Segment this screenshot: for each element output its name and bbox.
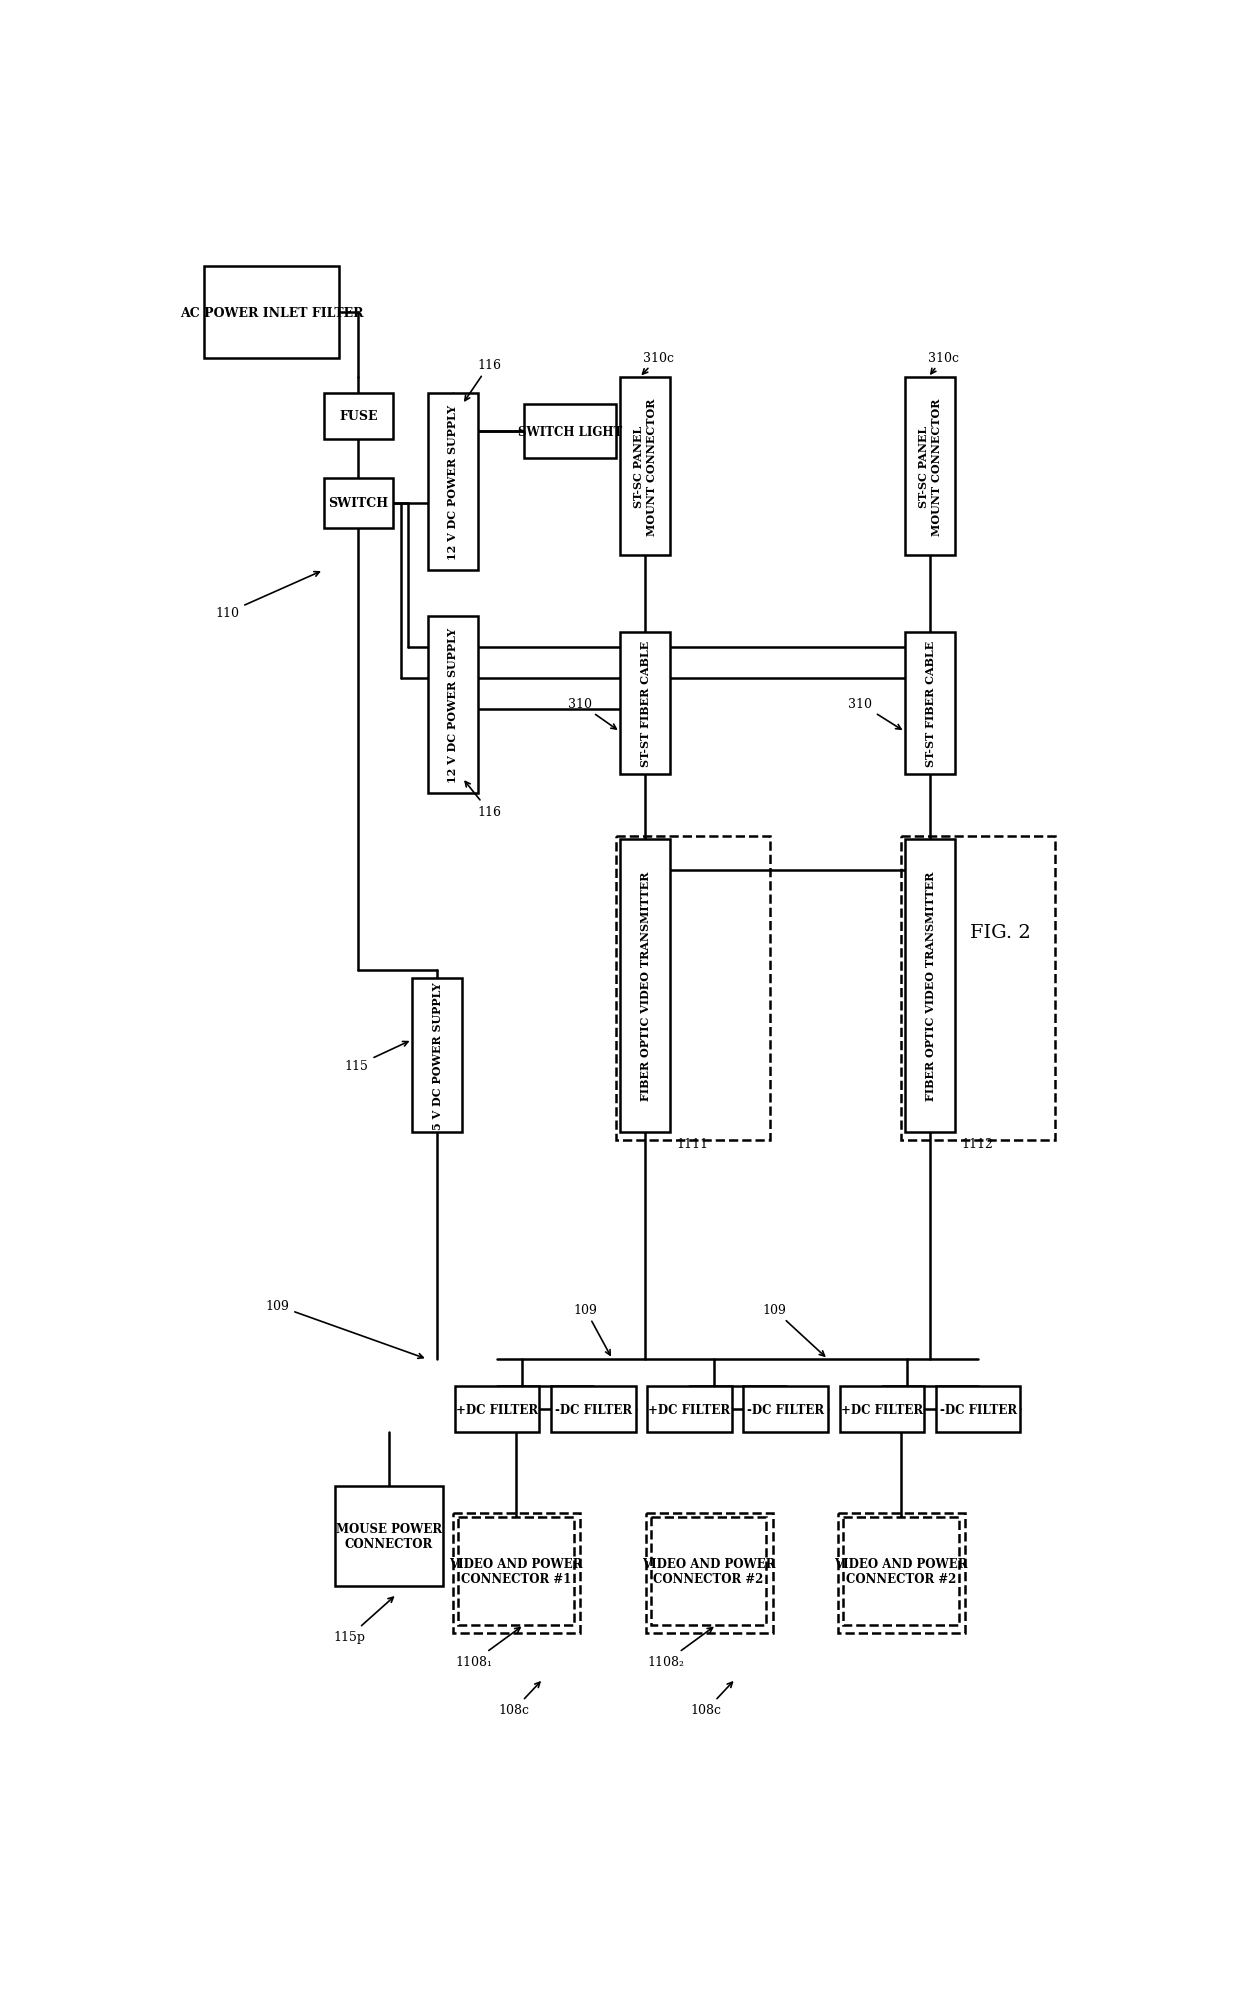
FancyBboxPatch shape — [335, 1487, 443, 1586]
FancyBboxPatch shape — [905, 631, 955, 775]
FancyBboxPatch shape — [838, 1512, 965, 1632]
FancyBboxPatch shape — [412, 979, 463, 1133]
Text: FIBER OPTIC VIDEO TRANSMITTER: FIBER OPTIC VIDEO TRANSMITTER — [925, 871, 935, 1101]
Text: 110: 110 — [216, 571, 320, 619]
Text: 5 V DC POWER SUPPLY: 5 V DC POWER SUPPLY — [432, 981, 443, 1129]
Text: ST-ST FIBER CABLE: ST-ST FIBER CABLE — [925, 641, 935, 767]
Text: VIDEO AND POWER
CONNECTOR #2: VIDEO AND POWER CONNECTOR #2 — [835, 1556, 968, 1584]
Text: 310: 310 — [568, 697, 616, 729]
Text: 310c: 310c — [642, 352, 675, 376]
FancyBboxPatch shape — [905, 839, 955, 1133]
Text: 12 V DC POWER SUPPLY: 12 V DC POWER SUPPLY — [448, 627, 458, 783]
FancyBboxPatch shape — [620, 839, 670, 1133]
FancyBboxPatch shape — [428, 394, 477, 571]
Text: MOUSE POWER
CONNECTOR: MOUSE POWER CONNECTOR — [336, 1522, 443, 1550]
FancyBboxPatch shape — [620, 378, 670, 555]
FancyBboxPatch shape — [743, 1387, 828, 1433]
FancyBboxPatch shape — [616, 837, 770, 1141]
Text: 1111: 1111 — [676, 1137, 708, 1151]
Text: 1112: 1112 — [961, 1137, 993, 1151]
Text: 310: 310 — [848, 697, 901, 729]
FancyBboxPatch shape — [646, 1512, 773, 1632]
Text: +DC FILTER: +DC FILTER — [456, 1403, 538, 1417]
Text: FIBER OPTIC VIDEO TRANSMITTER: FIBER OPTIC VIDEO TRANSMITTER — [640, 871, 651, 1101]
FancyBboxPatch shape — [651, 1516, 766, 1624]
Text: FUSE: FUSE — [339, 410, 377, 424]
FancyBboxPatch shape — [205, 266, 339, 360]
Text: 108c: 108c — [691, 1682, 733, 1716]
Text: +DC FILTER: +DC FILTER — [649, 1403, 730, 1417]
Text: FIG. 2: FIG. 2 — [971, 923, 1032, 941]
Text: 115p: 115p — [334, 1596, 393, 1644]
Text: 1108₁: 1108₁ — [455, 1628, 520, 1668]
Text: -DC FILTER: -DC FILTER — [554, 1403, 631, 1417]
Text: AC POWER INLET FILTER: AC POWER INLET FILTER — [180, 306, 363, 320]
Text: VIDEO AND POWER
CONNECTOR #1: VIDEO AND POWER CONNECTOR #1 — [449, 1556, 583, 1584]
Text: 109: 109 — [574, 1303, 610, 1355]
FancyBboxPatch shape — [523, 406, 616, 460]
FancyBboxPatch shape — [324, 394, 393, 440]
Text: ST-ST FIBER CABLE: ST-ST FIBER CABLE — [640, 641, 651, 767]
FancyBboxPatch shape — [839, 1387, 924, 1433]
Text: SWITCH LIGHT: SWITCH LIGHT — [518, 426, 622, 440]
Text: SWITCH: SWITCH — [329, 498, 388, 509]
Text: 310c: 310c — [928, 352, 959, 374]
FancyBboxPatch shape — [936, 1387, 1021, 1433]
FancyBboxPatch shape — [455, 1387, 539, 1433]
Text: 115: 115 — [345, 1041, 408, 1073]
Text: 1108₂: 1108₂ — [647, 1628, 713, 1668]
FancyBboxPatch shape — [905, 378, 955, 555]
Text: -DC FILTER: -DC FILTER — [940, 1403, 1017, 1417]
Text: -DC FILTER: -DC FILTER — [746, 1403, 825, 1417]
Text: 108c: 108c — [498, 1682, 539, 1716]
Text: VIDEO AND POWER
CONNECTOR #2: VIDEO AND POWER CONNECTOR #2 — [642, 1556, 775, 1584]
Text: 109: 109 — [265, 1299, 423, 1359]
FancyBboxPatch shape — [324, 478, 393, 527]
Text: ST-SC PANEL
MOUNT CONNECTOR: ST-SC PANEL MOUNT CONNECTOR — [634, 398, 657, 535]
FancyBboxPatch shape — [453, 1512, 580, 1632]
FancyBboxPatch shape — [843, 1516, 959, 1624]
Text: 116: 116 — [465, 360, 501, 402]
Text: 12 V DC POWER SUPPLY: 12 V DC POWER SUPPLY — [448, 406, 458, 559]
Text: 109: 109 — [763, 1303, 825, 1357]
FancyBboxPatch shape — [551, 1387, 635, 1433]
FancyBboxPatch shape — [428, 617, 477, 793]
Text: ST-SC PANEL
MOUNT CONNECTOR: ST-SC PANEL MOUNT CONNECTOR — [918, 398, 942, 535]
FancyBboxPatch shape — [647, 1387, 732, 1433]
FancyBboxPatch shape — [620, 631, 670, 775]
Text: 116: 116 — [465, 781, 501, 819]
Text: +DC FILTER: +DC FILTER — [841, 1403, 923, 1417]
FancyBboxPatch shape — [459, 1516, 574, 1624]
FancyBboxPatch shape — [901, 837, 1055, 1141]
